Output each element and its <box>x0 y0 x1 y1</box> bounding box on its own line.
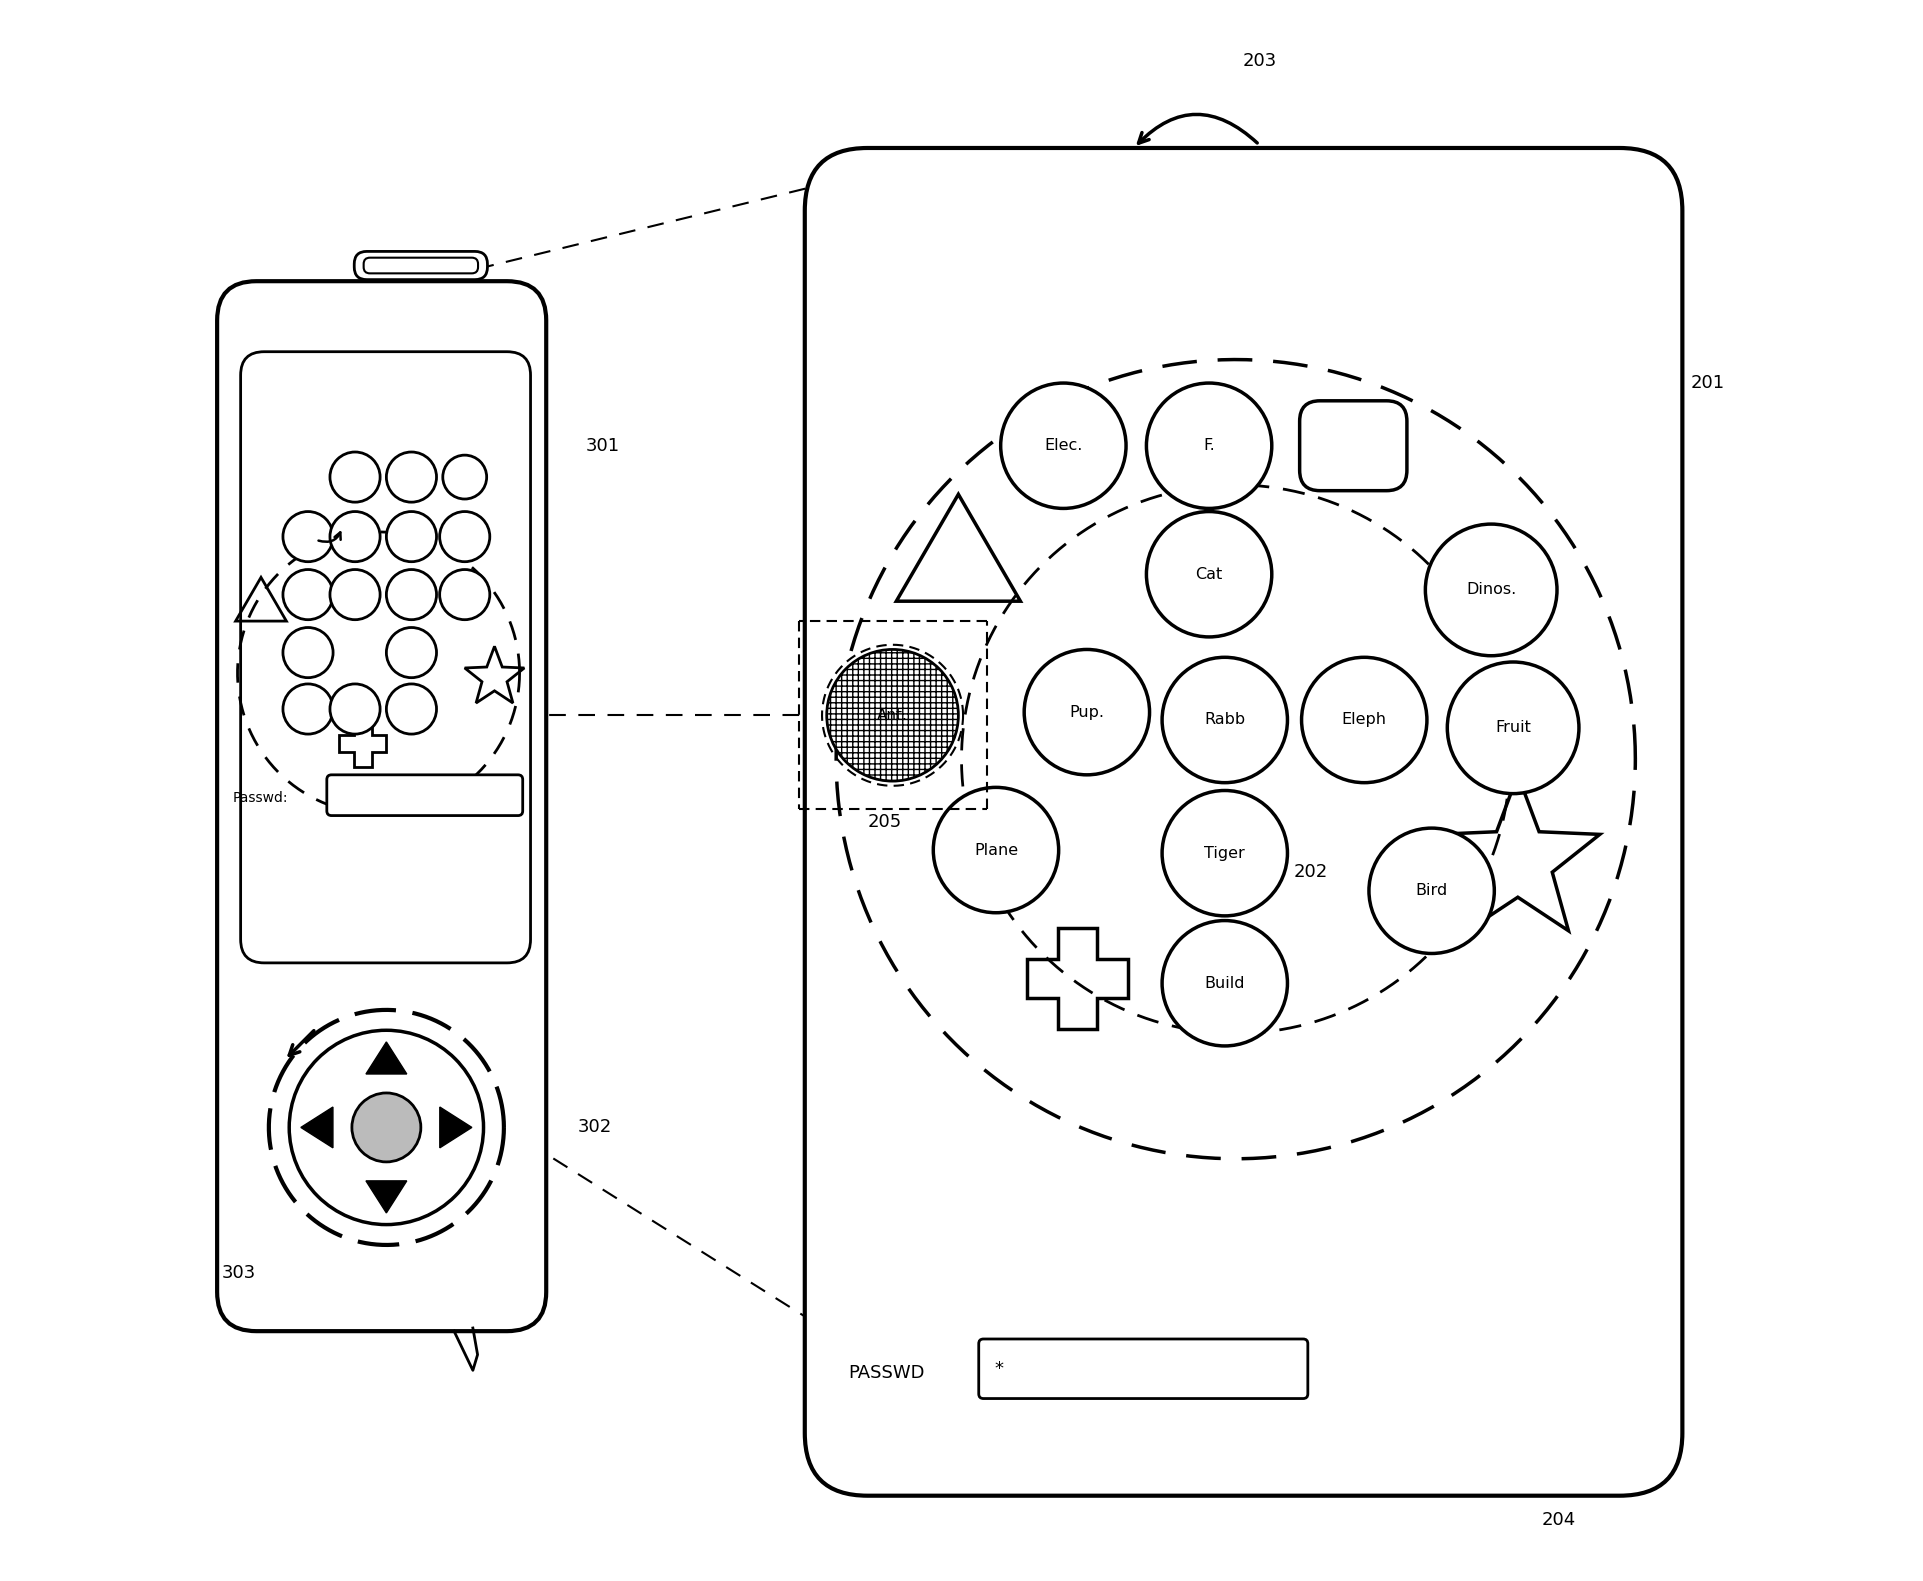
Circle shape <box>1000 383 1127 509</box>
Circle shape <box>387 628 437 678</box>
Polygon shape <box>440 1107 471 1148</box>
Polygon shape <box>300 1107 333 1148</box>
Text: Elec.: Elec. <box>1044 438 1083 454</box>
Circle shape <box>387 452 437 503</box>
Circle shape <box>331 685 381 734</box>
Text: PASSWD: PASSWD <box>848 1364 925 1382</box>
Circle shape <box>1161 920 1288 1047</box>
FancyBboxPatch shape <box>217 281 546 1331</box>
Text: Cat: Cat <box>1196 566 1223 582</box>
Circle shape <box>440 512 490 561</box>
Circle shape <box>331 452 381 503</box>
Circle shape <box>827 650 958 781</box>
FancyBboxPatch shape <box>979 1339 1308 1399</box>
Text: Build: Build <box>1204 975 1244 991</box>
Text: Ant.: Ant. <box>877 708 908 723</box>
Circle shape <box>288 1031 483 1225</box>
Circle shape <box>387 685 437 734</box>
FancyBboxPatch shape <box>240 351 531 963</box>
Text: 301: 301 <box>585 436 619 455</box>
Circle shape <box>283 512 333 561</box>
Polygon shape <box>365 1042 408 1073</box>
Circle shape <box>440 569 490 620</box>
Text: *: * <box>994 1360 1004 1377</box>
Circle shape <box>1161 790 1288 915</box>
Text: 204: 204 <box>1542 1511 1575 1529</box>
Text: Passwd:: Passwd: <box>233 792 288 805</box>
Text: Pup.: Pup. <box>1069 705 1104 719</box>
FancyBboxPatch shape <box>1300 402 1408 490</box>
Circle shape <box>352 1092 421 1162</box>
Circle shape <box>1369 828 1494 953</box>
Text: 203: 203 <box>1242 52 1277 70</box>
Text: Eleph: Eleph <box>1342 713 1386 727</box>
Circle shape <box>387 512 437 561</box>
Circle shape <box>1146 383 1271 509</box>
Text: 202: 202 <box>1294 863 1329 881</box>
Circle shape <box>1425 523 1558 656</box>
FancyBboxPatch shape <box>327 775 523 816</box>
Text: 201: 201 <box>1690 375 1725 392</box>
Circle shape <box>442 455 487 500</box>
Circle shape <box>331 512 381 561</box>
Circle shape <box>1161 658 1288 783</box>
Circle shape <box>933 787 1060 912</box>
Polygon shape <box>365 1181 408 1213</box>
Circle shape <box>283 569 333 620</box>
Text: Dinos.: Dinos. <box>1465 582 1517 598</box>
Circle shape <box>1146 512 1271 637</box>
Text: Tiger: Tiger <box>1204 846 1246 860</box>
FancyBboxPatch shape <box>363 258 479 274</box>
Text: Rabb: Rabb <box>1204 713 1246 727</box>
Text: F.: F. <box>1204 438 1215 454</box>
Circle shape <box>1448 662 1579 794</box>
FancyBboxPatch shape <box>806 149 1683 1496</box>
Text: 302: 302 <box>577 1118 612 1137</box>
Circle shape <box>283 628 333 678</box>
Text: 205: 205 <box>867 813 902 832</box>
Circle shape <box>387 569 437 620</box>
Text: 303: 303 <box>221 1263 256 1282</box>
Circle shape <box>1025 650 1150 775</box>
Circle shape <box>283 685 333 734</box>
Text: Fruit: Fruit <box>1496 721 1531 735</box>
Circle shape <box>1302 658 1427 783</box>
Text: Plane: Plane <box>973 843 1017 857</box>
FancyBboxPatch shape <box>354 251 487 280</box>
Circle shape <box>331 569 381 620</box>
Text: Bird: Bird <box>1415 884 1448 898</box>
